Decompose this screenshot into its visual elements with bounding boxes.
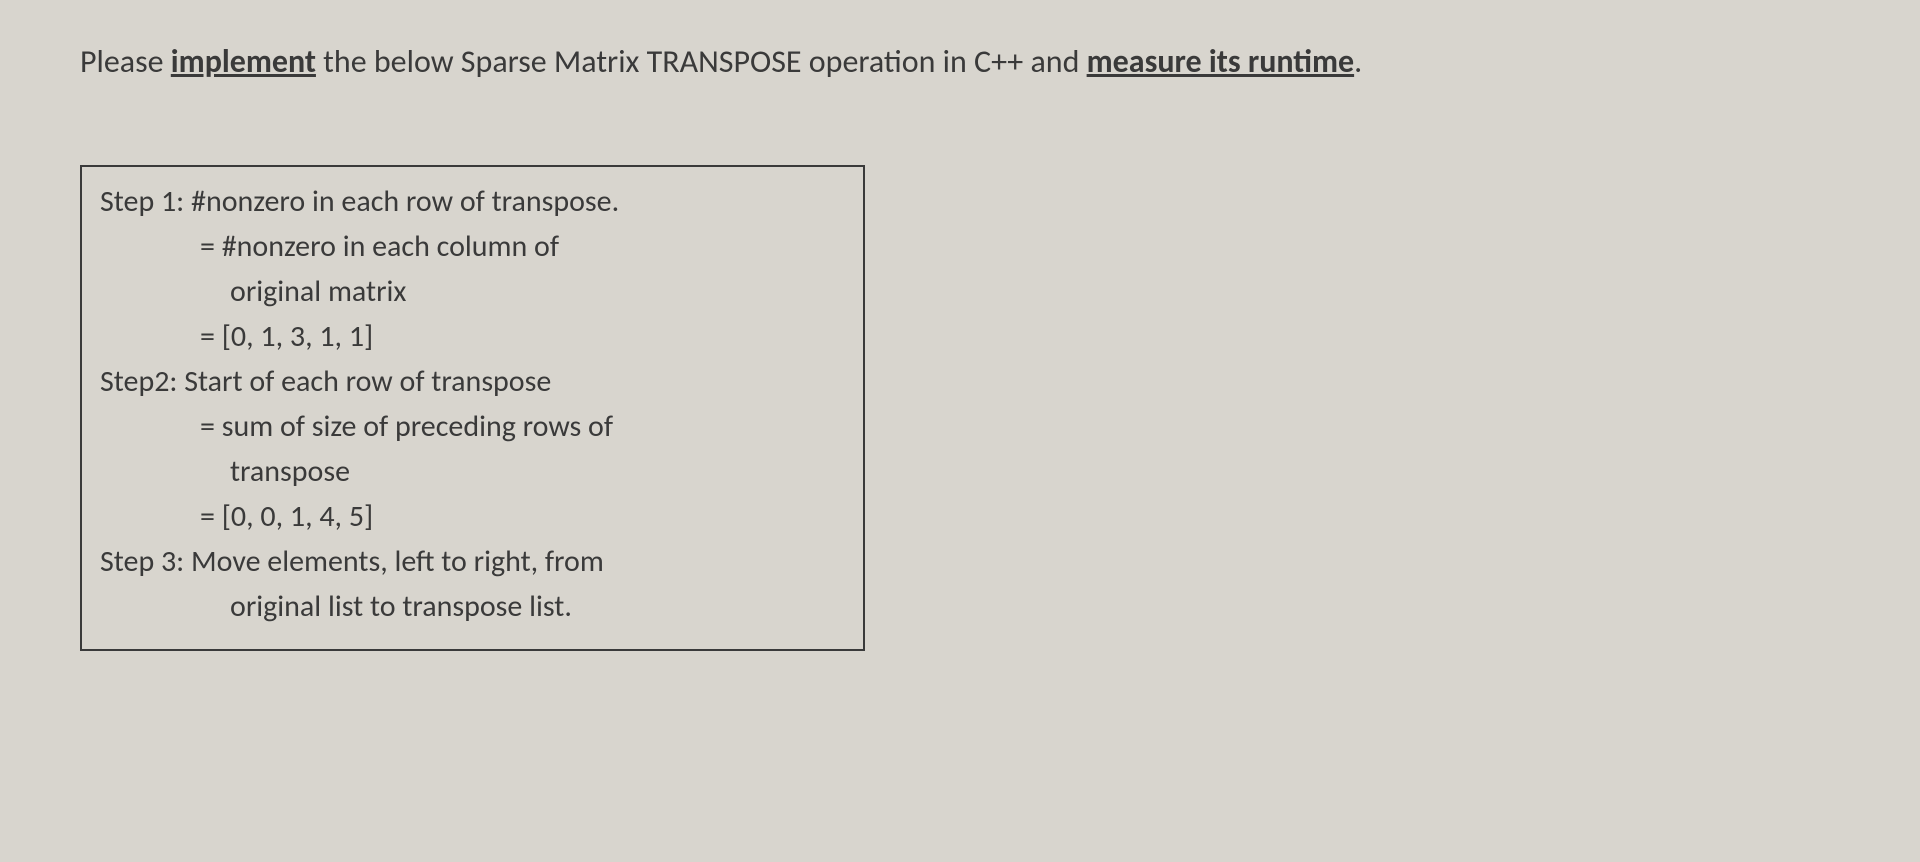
step2-eq2: = [0, 0, 1, 4, 5] [100,494,845,539]
prompt-middle: the below Sparse Matrix TRANSPOSE operat… [316,42,1087,81]
step2-eq1: = sum of size of preceding rows of [100,404,845,449]
prompt-prefix: Please [80,42,171,81]
step2-label: Step2: Start of each row of transpose [100,359,845,404]
prompt-measure: measure its runtime [1087,42,1354,81]
step1-eq1: = #nonzero in each column of [100,224,845,269]
step1-eq2: = [0, 1, 3, 1, 1] [100,314,845,359]
steps-box: Step 1: #nonzero in each row of transpos… [80,165,865,651]
step1-label: Step 1: #nonzero in each row of transpos… [100,179,845,224]
step3-label: Step 3: Move elements, left to right, fr… [100,539,845,584]
step2-eq1b: transpose [100,449,845,494]
prompt-text: Please implement the below Sparse Matrix… [80,40,1840,85]
step1-eq1b: original matrix [100,269,845,314]
prompt-suffix: . [1354,42,1362,81]
prompt-implement: implement [171,42,316,81]
step3-cont: original list to transpose list. [100,584,845,629]
